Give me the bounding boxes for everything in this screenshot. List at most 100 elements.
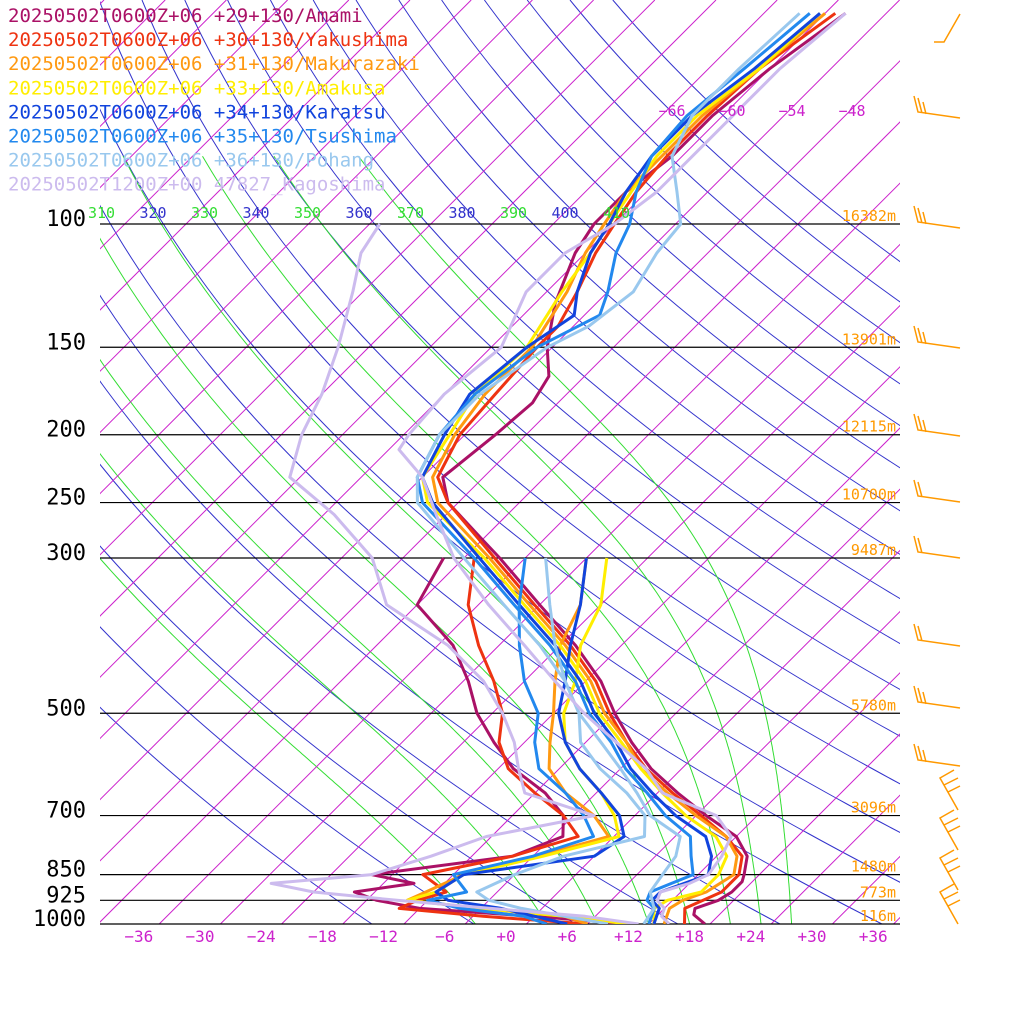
isotherm-line (526, 549, 900, 924)
isotherm-line (100, 0, 288, 189)
isotherm-line (587, 610, 900, 924)
temperature-tick-label: −18 (308, 927, 337, 946)
wind-barb (913, 623, 961, 647)
temperature-line (397, 12, 847, 924)
height-label: 12115m (842, 418, 896, 436)
upper-isotherm-label: −48 (838, 102, 865, 120)
dry-adiabat-line (100, 380, 781, 924)
dry-adiabat-line (100, 626, 475, 924)
moist-adiabat-line (358, 155, 793, 924)
temperature-tick-label: +36 (859, 927, 888, 946)
pressure-label: 200 (46, 418, 86, 443)
wind-barb (934, 13, 961, 43)
isotherm-line (281, 304, 900, 924)
wind-barb (913, 413, 961, 437)
isotherm-line (220, 243, 900, 924)
pressure-label: 700 (46, 799, 86, 824)
pressure-label: 150 (46, 330, 86, 355)
wind-barb (913, 479, 961, 503)
wind-barb (913, 95, 961, 119)
dry-adiabat-line (100, 108, 900, 834)
dry-adiabat-line (355, 0, 900, 512)
dewpoint-line (352, 557, 629, 924)
height-label: 13901m (842, 330, 896, 348)
temperature-tick-label: −6 (435, 927, 454, 946)
height-label: 16382m (842, 207, 896, 225)
axis-labels: −36 −30 −24 −18 −12 −6 +0 +6 +12 +18 +24 +30 +36 −66 −… (88, 102, 888, 946)
isentrope-label: 350 (294, 204, 321, 222)
wind-barb (938, 883, 961, 925)
isotherm-line (403, 427, 900, 924)
height-label: 9487m (851, 541, 896, 559)
pressure-label: 250 (46, 486, 86, 511)
isotherm-line (832, 855, 900, 924)
temperature-tick-label: −24 (247, 927, 276, 946)
sounding-profiles (269, 12, 847, 924)
dry-adiabat-line (398, 0, 900, 469)
isentrope-label: 360 (346, 204, 373, 222)
dry-adiabat-line (227, 0, 900, 645)
isotherm-line (100, 0, 411, 311)
isotherm-line (100, 0, 594, 495)
isotherm-line (100, 0, 717, 617)
dry-adiabat-line (569, 0, 900, 303)
height-label: 5780m (851, 696, 896, 714)
isotherm-line (100, 0, 656, 556)
temperature-tick-label: +6 (558, 927, 577, 946)
moist-adiabat-line (100, 453, 548, 924)
dry-adiabat-line (100, 204, 900, 883)
legend-entry: 20250502T1200Z+00 47827_Kagoshima (8, 174, 386, 196)
isotherm-line (100, 0, 472, 372)
isotherm-line (100, 121, 900, 923)
dry-adiabat-line (312, 0, 900, 555)
isotherm-line (100, 0, 839, 740)
upper-isotherm-label: −66 (658, 102, 685, 120)
dry-adiabat-line (269, 0, 900, 600)
isotherm-line (464, 488, 900, 924)
height-labels: 16382m 13901m 12115m 10700m 9487m 5780m 3096m 1… (842, 207, 896, 925)
moist-adiabat-line (100, 237, 650, 924)
temperature-line (420, 12, 821, 924)
temperature-tick-label: +30 (798, 927, 827, 946)
dry-adiabat-line (526, 0, 900, 344)
temperature-line (415, 12, 811, 924)
dry-adiabat-line (100, 463, 679, 924)
isotherm-line (100, 60, 900, 862)
temperature-line (431, 12, 827, 924)
height-label: 1480m (851, 858, 896, 876)
isentrope-label: 310 (88, 204, 115, 222)
dry-adiabat-line (100, 545, 577, 924)
wind-barb (938, 769, 961, 811)
dry-adiabat-line (100, 294, 883, 924)
wind-barb (913, 535, 961, 559)
wind-barb (913, 743, 961, 767)
moist-adiabat-line (273, 155, 762, 924)
legend-entry: 20250502T0600Z+06 +29+130/Amami (8, 5, 363, 27)
temperature-tick-label: +12 (614, 927, 643, 946)
dry-adiabats (100, 0, 900, 924)
pressure-label: 925 (46, 883, 86, 908)
isotherm-line (648, 672, 900, 924)
legend-entry: 20250502T0600Z+06 +34+130/Karatsu (8, 101, 386, 123)
isotherm-line (158, 182, 900, 924)
isotherm-line (100, 0, 533, 434)
temperature-line (436, 12, 837, 924)
dry-adiabat-line (612, 0, 900, 263)
upper-isotherm-label: −60 (718, 102, 745, 120)
height-label: 10700m (842, 486, 896, 504)
dry-adiabat-line (441, 0, 900, 427)
temperature-line (415, 12, 801, 924)
dewpoint-line (269, 223, 639, 924)
isentrope-label: 320 (140, 204, 167, 222)
legend-entry: 20250502T0600Z+06 +33+130/Amakusa (8, 77, 386, 99)
isotherm-line (893, 916, 900, 924)
isotherm-line (100, 0, 900, 801)
pressure-label: 300 (46, 541, 86, 566)
isentrope-label: 370 (397, 204, 424, 222)
isotherm-line (100, 0, 350, 250)
wind-barb (913, 205, 961, 229)
isentrope-label: 400 (552, 204, 579, 222)
dry-adiabat-line (100, 0, 900, 785)
dry-adiabat-line (483, 0, 900, 385)
